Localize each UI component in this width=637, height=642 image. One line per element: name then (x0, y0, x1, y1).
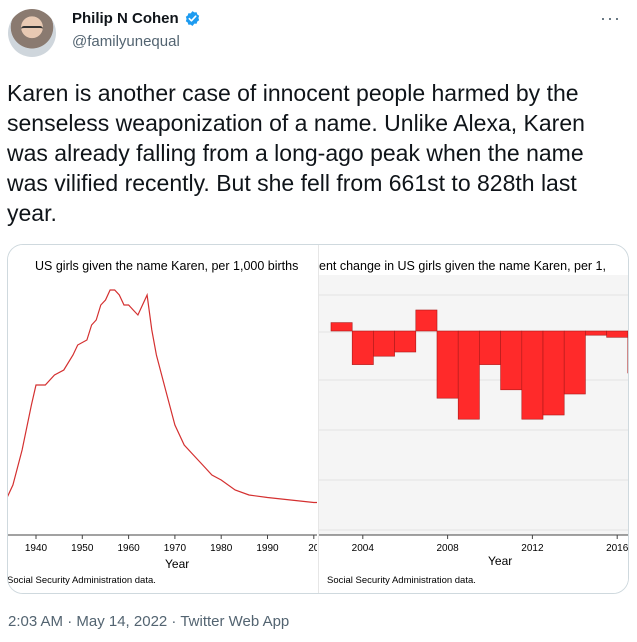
bar-2016 (606, 330, 628, 338)
line-x-tick: 20 (308, 543, 317, 554)
bar-2008 (436, 330, 459, 399)
line-x-tick: 1950 (71, 543, 94, 554)
line-x-tick: 1960 (117, 543, 140, 554)
bar-x-tick: 2004 (352, 543, 375, 554)
bar-2007 (415, 309, 438, 332)
line-x-tick: 1990 (256, 543, 279, 554)
line-chart-note: Social Security Administration data. (8, 575, 156, 586)
author-name-row: Philip N Cohen (72, 10, 201, 27)
line-x-tick: 1980 (210, 543, 233, 554)
line-chart-title: US girls given the name Karen, per 1,000… (35, 259, 299, 273)
bar-2013 (542, 330, 565, 416)
bar-2012 (521, 330, 544, 420)
bar-chart: 2004 2008 2012 2016 (319, 275, 629, 554)
line-chart-panel: US girls given the name Karen, per 1,000… (8, 245, 317, 593)
bar-x-tick: 2008 (436, 543, 459, 554)
bar-chart-xlabel: Year (488, 554, 513, 568)
bar-2004 (351, 330, 374, 365)
bar-2005 (373, 330, 395, 357)
tweet-timestamp[interactable]: 2:03 AM · May 14, 2022 · Twitter Web App (8, 613, 290, 630)
bar-2003 (330, 322, 353, 332)
bar-x-tick: 2016 (606, 543, 629, 554)
tweet-media[interactable]: US girls given the name Karen, per 1,000… (7, 244, 629, 594)
bar-chart-note: Social Security Administration data. (327, 575, 476, 586)
bar-2011 (500, 330, 523, 391)
tweet-text: Karen is another case of innocent people… (7, 80, 585, 226)
bar-x-tick: 2012 (521, 543, 544, 554)
bar-2015 (585, 330, 607, 336)
bar-2017 (627, 330, 628, 374)
line-x-tick: 1940 (25, 543, 48, 554)
line-series (8, 289, 317, 504)
line-chart-xlabel: Year (165, 557, 190, 571)
bar-2009 (457, 330, 480, 420)
bar-2014 (563, 330, 586, 395)
bar-chart-title: ent change in US girls given the name Ka… (319, 259, 606, 273)
author-display-name[interactable]: Philip N Cohen (72, 10, 179, 27)
line-chart: 1940 1950 1960 1970 1980 1990 20 (8, 289, 317, 554)
bar-chart-panel: ent change in US girls given the name Ka… (318, 245, 629, 593)
line-x-tick: 1970 (164, 543, 187, 554)
avatar[interactable] (8, 9, 56, 57)
more-options-icon[interactable]: ··· (600, 8, 621, 28)
bar-2006 (394, 330, 417, 353)
bar-2010 (479, 330, 501, 365)
verified-badge-icon (185, 11, 199, 26)
author-handle[interactable]: @familyunequal (72, 33, 180, 50)
